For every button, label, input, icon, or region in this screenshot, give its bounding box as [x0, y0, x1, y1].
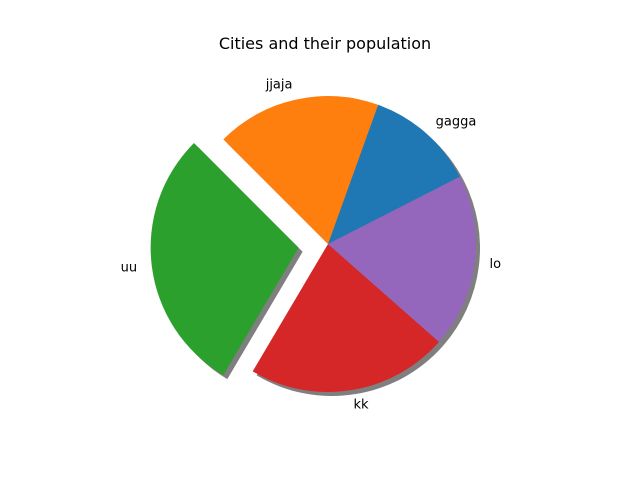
- pie-label-kk: kk: [353, 397, 369, 412]
- pie-slice-jjaja: [223, 96, 379, 244]
- label-layer: gagga jjaja uu kk lo: [121, 78, 501, 413]
- slice-layer: [150, 96, 477, 393]
- pie-label-lo: lo: [490, 257, 502, 272]
- pie-slice-gagga: [328, 104, 460, 244]
- pie-slice-uu: [150, 143, 299, 376]
- pie-slice-kk: [252, 244, 440, 393]
- pie-label-jjaja: jjaja: [265, 78, 293, 93]
- pie-slice-lo: [328, 176, 477, 342]
- chart-title: Cities and their population: [219, 34, 431, 53]
- pie-label-gagga: gagga: [436, 114, 477, 129]
- pie-label-uu: uu: [121, 261, 137, 276]
